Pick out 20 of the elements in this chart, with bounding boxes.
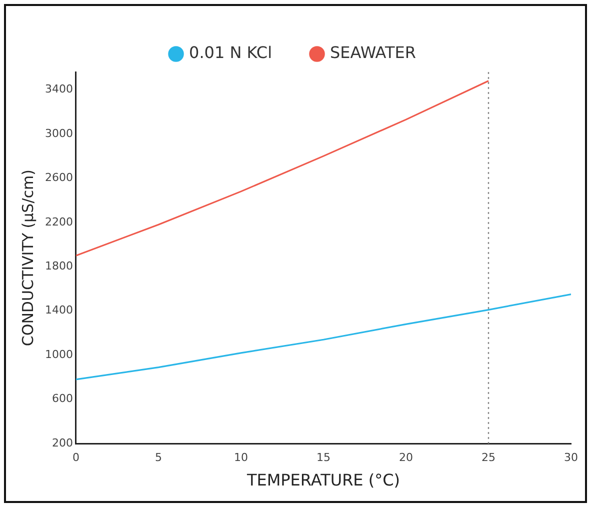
x-tick-label: 5 <box>154 451 162 464</box>
x-tick-label: 30 <box>564 451 578 464</box>
y-tick-label: 2600 <box>44 171 73 184</box>
y-tick-label: 1800 <box>44 260 73 273</box>
x-tick-label: 25 <box>482 451 496 464</box>
y-tick-label: 200 <box>52 436 73 450</box>
y-axis-title: CONDUCTIVITY (µS/cm) <box>18 170 37 346</box>
y-tick-label: 1400 <box>44 304 73 317</box>
y-tick-label: 2200 <box>44 215 73 228</box>
y-tick-label: 600 <box>52 392 73 406</box>
y-tick-label: 1000 <box>44 348 73 361</box>
x-tick-label: 15 <box>316 451 330 464</box>
legend-label: 0.01 N KCl <box>189 43 272 62</box>
x-tick-label: 0 <box>72 451 80 464</box>
x-tick-label: 20 <box>399 451 413 464</box>
y-tick-label: 3000 <box>44 126 73 140</box>
y-tick-label: 3400 <box>44 82 73 96</box>
legend-label: SEAWATER <box>330 43 416 62</box>
x-tick-label: 10 <box>234 451 248 464</box>
x-axis-title: TEMPERATURE (°C) <box>246 470 400 490</box>
